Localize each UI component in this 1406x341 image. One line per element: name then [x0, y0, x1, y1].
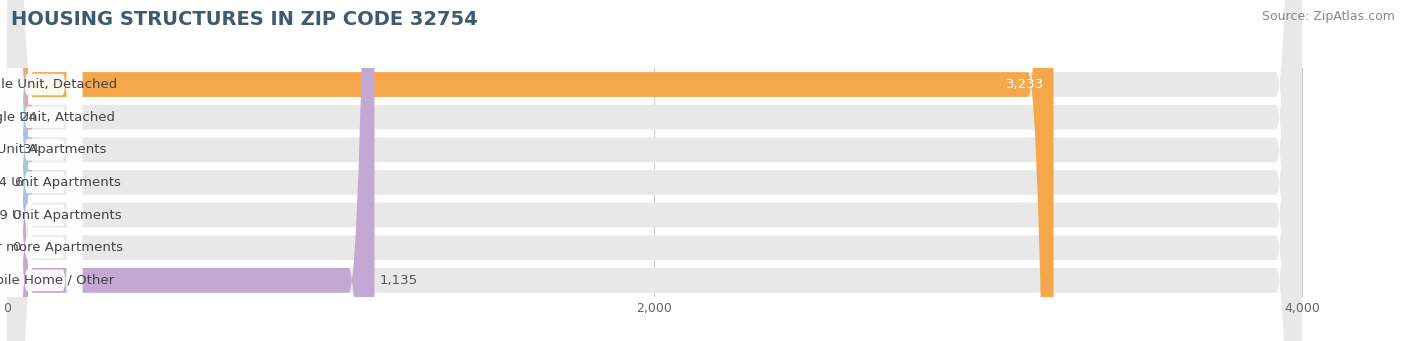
Text: Source: ZipAtlas.com: Source: ZipAtlas.com — [1261, 10, 1395, 23]
FancyBboxPatch shape — [7, 0, 82, 341]
Text: HOUSING STRUCTURES IN ZIP CODE 32754: HOUSING STRUCTURES IN ZIP CODE 32754 — [11, 10, 478, 29]
Text: 3,233: 3,233 — [1005, 78, 1043, 91]
FancyBboxPatch shape — [7, 0, 82, 341]
FancyBboxPatch shape — [7, 0, 374, 341]
FancyBboxPatch shape — [7, 0, 1302, 341]
FancyBboxPatch shape — [7, 0, 1302, 341]
Text: 2 Unit Apartments: 2 Unit Apartments — [0, 143, 105, 156]
FancyBboxPatch shape — [0, 0, 32, 341]
FancyBboxPatch shape — [7, 0, 1053, 341]
Text: Mobile Home / Other: Mobile Home / Other — [0, 274, 114, 287]
FancyBboxPatch shape — [7, 0, 82, 341]
FancyBboxPatch shape — [0, 0, 32, 341]
Text: Single Unit, Detached: Single Unit, Detached — [0, 78, 118, 91]
Text: 24: 24 — [20, 111, 37, 124]
Text: 34: 34 — [22, 143, 39, 156]
FancyBboxPatch shape — [7, 0, 1302, 341]
FancyBboxPatch shape — [7, 0, 1302, 341]
FancyBboxPatch shape — [7, 0, 82, 341]
Text: 1,135: 1,135 — [380, 274, 418, 287]
Text: 3 or 4 Unit Apartments: 3 or 4 Unit Apartments — [0, 176, 121, 189]
FancyBboxPatch shape — [7, 0, 1302, 341]
FancyBboxPatch shape — [7, 0, 82, 341]
FancyBboxPatch shape — [0, 0, 32, 341]
FancyBboxPatch shape — [7, 0, 1302, 341]
Text: 5 to 9 Unit Apartments: 5 to 9 Unit Apartments — [0, 209, 121, 222]
FancyBboxPatch shape — [7, 0, 1302, 341]
FancyBboxPatch shape — [7, 0, 82, 341]
Text: 0: 0 — [11, 241, 20, 254]
Text: 6: 6 — [14, 176, 22, 189]
Text: 10 or more Apartments: 10 or more Apartments — [0, 241, 122, 254]
Text: 0: 0 — [11, 209, 20, 222]
FancyBboxPatch shape — [7, 0, 82, 341]
Text: Single Unit, Attached: Single Unit, Attached — [0, 111, 115, 124]
